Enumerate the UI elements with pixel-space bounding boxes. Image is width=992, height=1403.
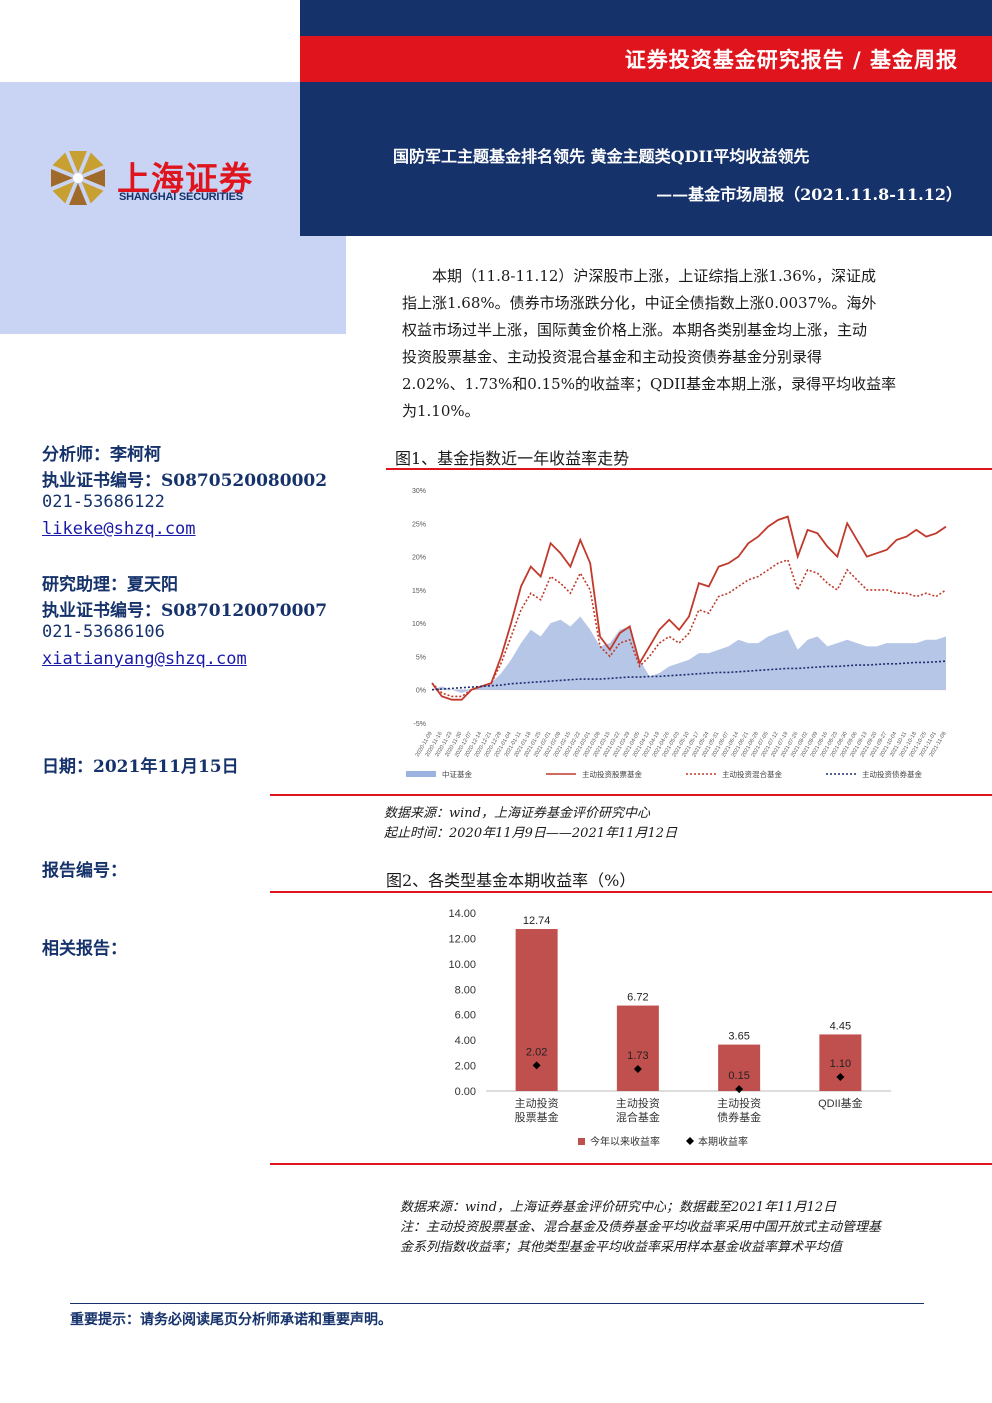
legend-label: 主动投资混合基金 [722, 769, 782, 779]
y-tick-label: 2.00 [455, 1061, 476, 1073]
logo-panel-tail [300, 236, 346, 334]
marker-value-label: 1.73 [627, 1050, 648, 1062]
brand-name-en: SHANGHAI SECURITIES [119, 191, 243, 203]
summary-line: 权益市场过半上涨，国际黄金价格上涨。本期各类别基金均上涨，主动 [402, 321, 868, 339]
y-tick-label: 20% [412, 555, 426, 562]
report-subtitle: ——基金市场周报（2021.11.8-11.12） [656, 185, 962, 204]
weekly-return-marker [836, 1073, 845, 1082]
weekly-return-marker [633, 1065, 642, 1074]
figure2-note-line2: 金系列指数收益率；其他类型基金平均收益率采用样本基金收益率算术平均值 [400, 1240, 843, 1255]
header-top-band [300, 0, 992, 36]
analyst-name: 分析师：李柯柯 [42, 445, 161, 465]
assistant-phone: 021-53686106 [42, 622, 165, 642]
summary-line: 投资股票基金、主动投资混合基金和主动投资债券基金分别录得 [402, 348, 823, 366]
legend-swatch [686, 1137, 694, 1145]
figure1-period: 起止时间：2020年11月9日——2021年11月12日 [384, 826, 678, 841]
y-tick-label: 25% [412, 521, 426, 528]
report-date: 日期：2021年11月15日 [42, 757, 239, 777]
figure2-source: 数据来源：wind，上海证券基金评价研究中心；数据截至2021年11月12日 [400, 1200, 837, 1215]
brand-logo-icon [51, 151, 105, 205]
bar-value-label: 6.72 [627, 992, 648, 1004]
report-title: 国防军工主题基金排名领先 黄金主题类QDII平均收益领先 [393, 147, 810, 166]
figure1-title: 图1、基金指数近一年收益率走势 [395, 449, 630, 468]
x-category-label: 股票基金 [515, 1110, 559, 1124]
header-red-band [300, 36, 992, 82]
title-panel [300, 82, 992, 236]
weekly-return-marker [532, 1061, 541, 1070]
legend-swatch [406, 771, 436, 777]
legend-swatch [578, 1138, 585, 1145]
figure2-top-rule [270, 891, 992, 893]
bar-value-label: 3.65 [728, 1031, 749, 1043]
x-category-label: 主动投资 [515, 1096, 559, 1110]
y-tick-label: 30% [412, 488, 426, 495]
bar-ytd-return [718, 1044, 761, 1091]
figure1-source: 数据来源：wind，上海证券基金评价研究中心 [384, 806, 650, 821]
figure2-bottom-rule [270, 1163, 992, 1165]
y-tick-label: 5% [416, 654, 426, 661]
y-tick-label: -5% [414, 721, 426, 728]
assistant-cert: 执业证书编号：S0870120070007 [42, 601, 328, 621]
series-line-1 [431, 515, 947, 701]
summary-line: 为1.10%。 [402, 402, 480, 420]
marker-value-label: 0.15 [728, 1070, 749, 1082]
y-tick-label: 4.00 [455, 1035, 476, 1047]
y-tick-label: 12.00 [448, 933, 476, 945]
footer-divider [70, 1303, 924, 1304]
x-category-label: 混合基金 [616, 1110, 660, 1124]
brand-name-cn: 上海证券 [117, 159, 253, 198]
summary-paragraph: 本期（11.8-11.12）沪深股市上涨，上证综指上涨1.36%，深证成 指上涨… [402, 263, 960, 425]
bar-ytd-return [616, 1005, 659, 1091]
figure2-title: 图2、各类型基金本期收益率（%） [386, 871, 636, 890]
summary-line: 指上涨1.68%。债券市场涨跌分化，中证全债指数上涨0.0037%。海外 [402, 294, 877, 312]
fund-index-line-chart: -5%0%5%10%15%20%25%30%2020-11-092020-11-… [406, 488, 948, 779]
y-tick-label: 0% [416, 688, 426, 695]
legend-label: 中证基金 [442, 769, 472, 779]
x-category-label: 主动投资 [717, 1096, 761, 1110]
analyst-phone: 021-53686122 [42, 492, 165, 512]
logo-panel [0, 82, 300, 334]
y-tick-label: 6.00 [455, 1010, 476, 1022]
y-tick-label: 0.00 [455, 1086, 476, 1098]
footer-notice: 重要提示：请务必阅读尾页分析师承诺和重要声明。 [70, 1312, 392, 1328]
marker-value-label: 2.02 [526, 1046, 547, 1058]
bar-value-label: 4.45 [830, 1020, 851, 1032]
report-type: 证券投资基金研究报告 / 基金周报 [624, 47, 958, 72]
bar-value-label: 12.74 [523, 915, 551, 927]
figure1-top-rule [386, 468, 992, 470]
x-category-label: 主动投资 [616, 1096, 660, 1110]
legend-label: 本期收益率 [698, 1135, 748, 1148]
series-line-2 [431, 558, 947, 698]
assistant-name: 研究助理：夏天阳 [42, 575, 178, 595]
summary-line: 2.02%、1.73%和0.15%的收益率；QDII基金本期上涨，录得平均收益率 [402, 375, 897, 393]
fund-type-return-bar-chart: 0.00 2.00 4.00 6.00 8.00 10.00 12.00 14.00 12.74… [448, 908, 891, 1148]
legend-label: 主动投资股票基金 [582, 769, 642, 779]
legend-label: 今年以来收益率 [590, 1135, 660, 1148]
y-tick-label: 10.00 [448, 959, 476, 971]
figure1-bottom-rule [270, 794, 992, 796]
y-tick-label: 15% [412, 588, 426, 595]
weekly-return-marker [735, 1085, 744, 1094]
y-tick-label: 8.00 [455, 984, 476, 996]
summary-line: 本期（11.8-11.12）沪深股市上涨，上证综指上涨1.36%，深证成 [432, 267, 877, 285]
y-tick-label: 14.00 [448, 908, 476, 920]
analyst-email-link[interactable]: likeke@shzq.com [42, 519, 196, 539]
marker-value-label: 1.10 [830, 1058, 851, 1070]
series-line-3 [431, 660, 947, 691]
series-area-0 [432, 616, 946, 693]
report-number-label: 报告编号： [42, 861, 127, 881]
related-reports-label: 相关报告： [42, 939, 127, 959]
bar-ytd-return [819, 1034, 862, 1091]
figure2-note-line1: 注：主动投资股票基金、混合基金及债券基金平均收益率采用中国开放式主动管理基 [400, 1220, 882, 1235]
x-category-label: QDII基金 [818, 1096, 863, 1110]
legend-label: 主动投资债券基金 [862, 769, 922, 779]
y-tick-label: 10% [412, 621, 426, 628]
x-category-label: 债券基金 [717, 1110, 761, 1124]
assistant-email-link[interactable]: xiatianyang@shzq.com [42, 649, 247, 669]
analyst-cert: 执业证书编号：S0870520080002 [42, 471, 328, 491]
